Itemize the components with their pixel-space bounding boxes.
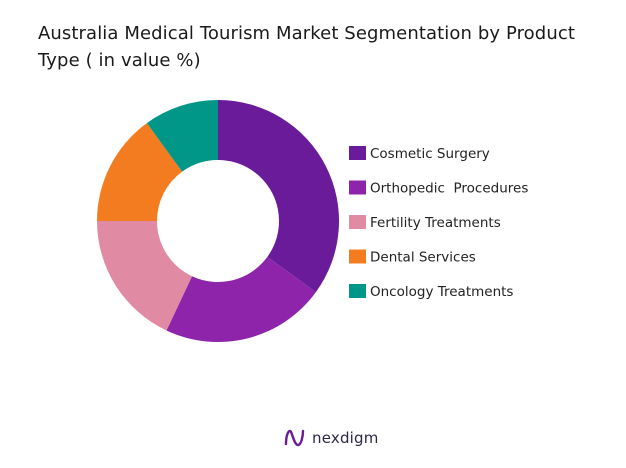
legend-swatch-2: [349, 180, 366, 195]
legend-swatch-4: [349, 249, 366, 264]
brand-name: nexdigm: [312, 429, 379, 447]
donut-slice-3: [97, 221, 193, 331]
legend-label-3: Fertility Treatments: [370, 215, 501, 231]
donut-slice-5: [146, 100, 218, 172]
legend-label-4: Dental Services: [370, 250, 476, 266]
donut-slice-4: [97, 123, 183, 221]
footer-logo: nexdigm: [284, 428, 379, 448]
legend-label-5: Oncology Treatments: [370, 284, 513, 300]
legend-label-1: Cosmetic Surgery: [370, 146, 490, 162]
legend-label-2: Orthopedic Procedures: [370, 181, 528, 197]
nexdigm-logo-icon: [284, 429, 305, 447]
donut-slices: [97, 100, 339, 342]
legend: Cosmetic Surgery Orthopedic Procedures Fer…: [349, 146, 528, 300]
donut-slice-2: [166, 256, 316, 342]
legend-swatch-3: [349, 215, 366, 229]
legend-swatch-5: [349, 284, 366, 298]
donut-slice-1: [218, 100, 339, 293]
chart-title: Australia Medical Tourism Market Segment…: [38, 23, 575, 71]
legend-swatch-1: [349, 146, 366, 160]
